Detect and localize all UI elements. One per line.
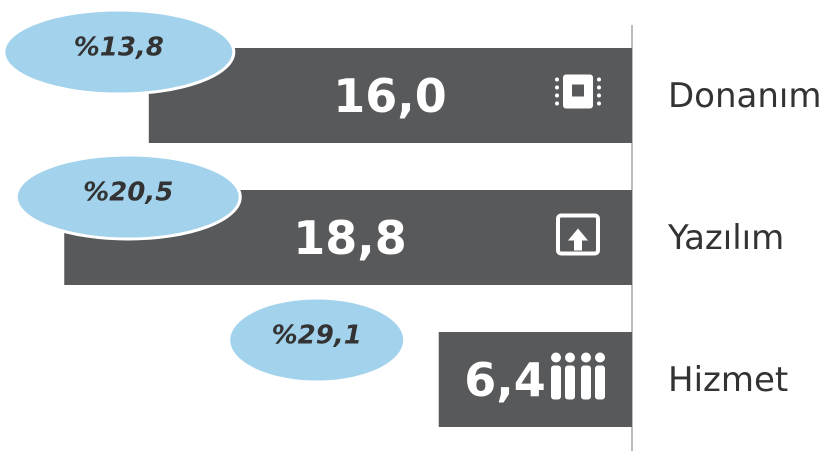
icon-pin [555,101,559,106]
icon-pin [555,77,559,82]
icon-window [556,213,600,256]
icon-arrow [568,228,588,251]
icon [555,74,601,109]
icon [556,213,600,256]
icon-body [565,365,575,400]
category-label: Hizmet [668,360,788,400]
icon-head [595,352,605,363]
category-label: Yazılım [667,218,784,258]
growth-bubble [227,296,407,384]
icon-pin [555,85,559,90]
icon-body [581,365,591,400]
growth-label: %13,8 [74,33,164,63]
growth-bubble [2,8,236,96]
value-label: 16,0 [333,69,447,123]
value-label: 18,8 [293,211,407,265]
icon-pin [555,93,559,98]
icon-body [595,365,605,400]
growth-bubble [14,153,242,241]
icon-pin [597,85,601,90]
icon-pin [597,101,601,106]
growth-label: %29,1 [272,321,362,351]
icon-body [551,365,561,400]
icon-pin [597,77,601,82]
icon-head [551,352,561,363]
growth-label: %20,5 [83,178,173,208]
icon-core [572,84,584,97]
icon [551,352,605,400]
icon-head [565,352,575,363]
category-label: Donanım [668,76,821,116]
value-label: 6,4 [464,353,546,407]
icon-pin [597,93,601,98]
icon-head [581,352,591,363]
